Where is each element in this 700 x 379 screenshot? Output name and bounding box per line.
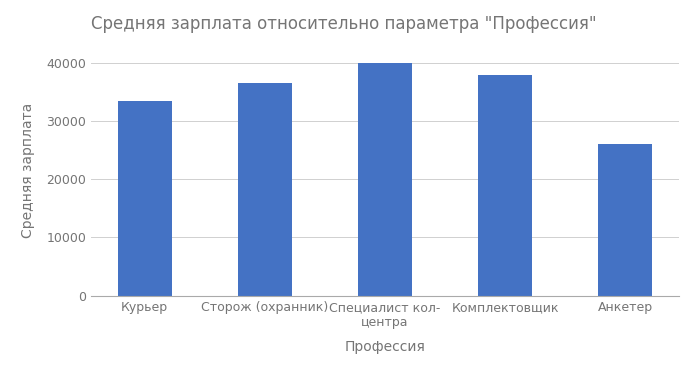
Bar — [478, 75, 532, 296]
Text: Средняя зарплата относительно параметра "Профессия": Средняя зарплата относительно параметра … — [91, 15, 596, 33]
Bar — [358, 63, 412, 296]
Bar — [118, 101, 172, 296]
X-axis label: Профессия: Профессия — [344, 340, 426, 354]
Bar — [598, 144, 652, 296]
Bar — [238, 83, 292, 296]
Y-axis label: Средняя зарплата: Средняя зарплата — [21, 103, 35, 238]
